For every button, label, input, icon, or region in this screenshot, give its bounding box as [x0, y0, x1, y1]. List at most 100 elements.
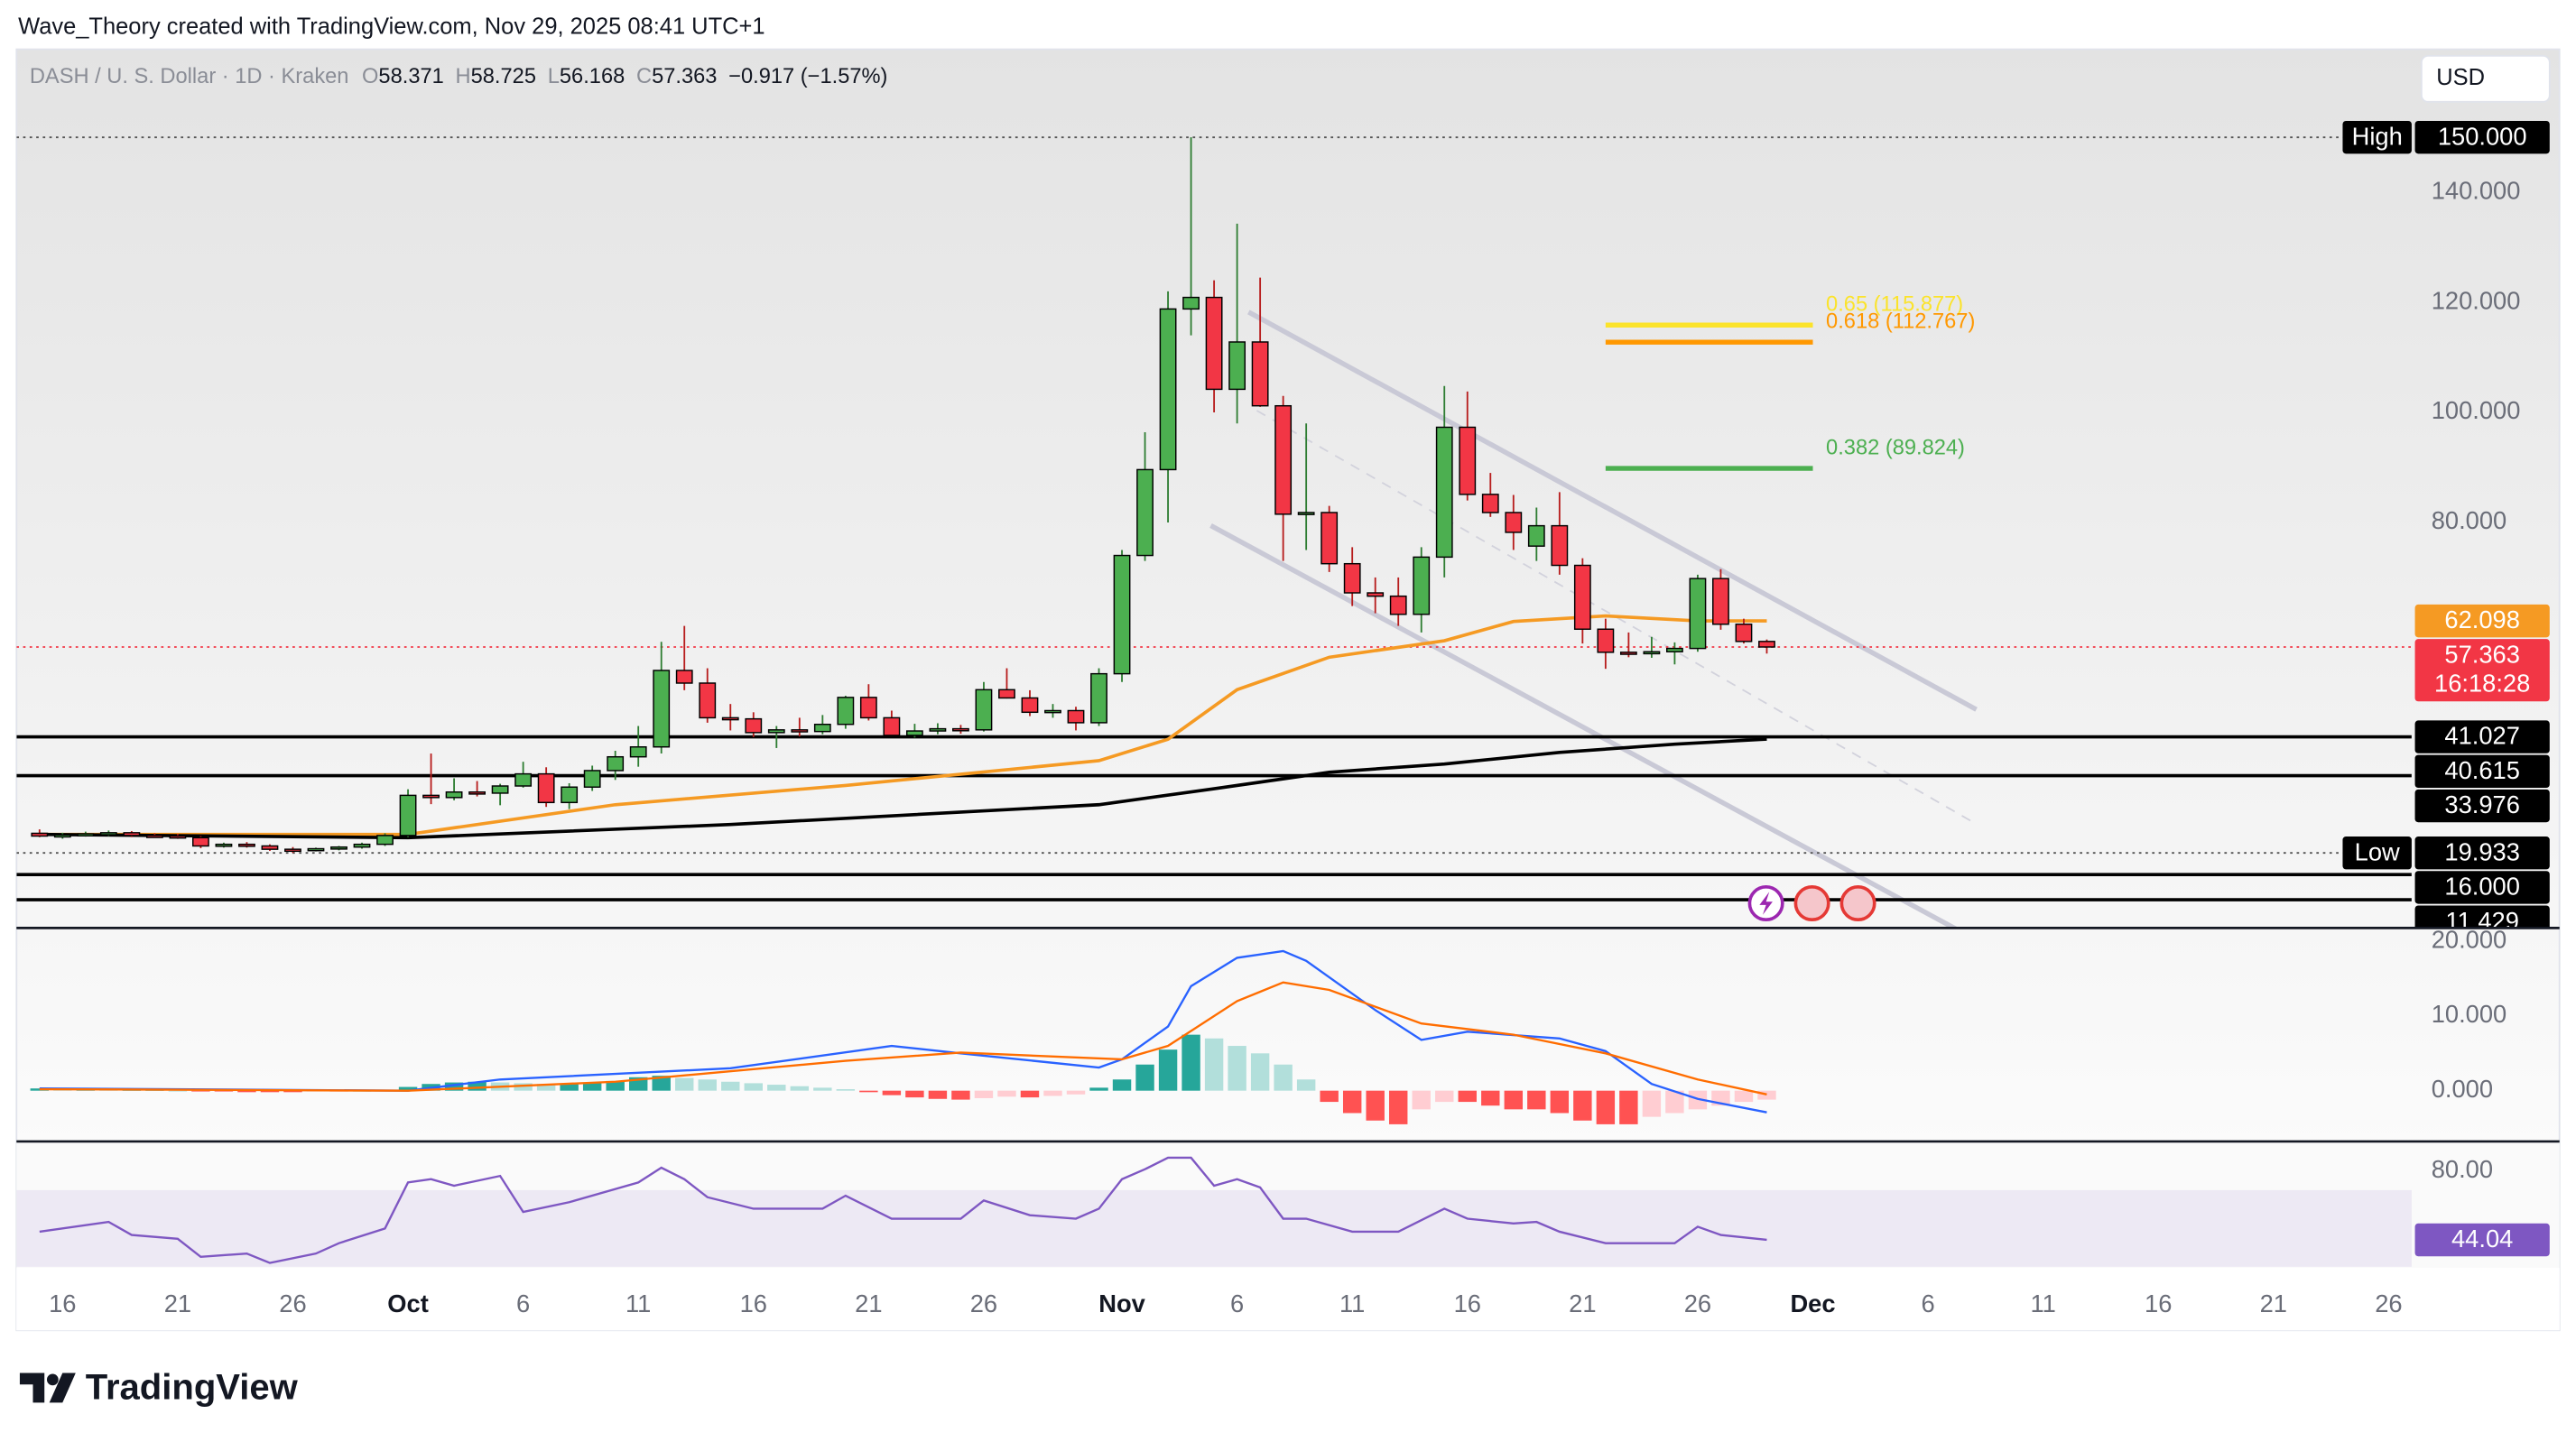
candle-body	[123, 832, 141, 837]
price-label-box	[2414, 639, 2550, 702]
indicator-line	[39, 1156, 1767, 1264]
event-icons	[1747, 885, 1876, 922]
histogram-bar	[468, 1081, 486, 1091]
candle-body	[353, 843, 371, 848]
candle-body	[376, 835, 394, 846]
histogram-bar	[1366, 1090, 1385, 1121]
histogram-bar	[1296, 1079, 1316, 1091]
histogram-bar	[560, 1084, 579, 1091]
symbol-legend: DASH / U. S. Dollar · 1D · Kraken O 58.37…	[30, 65, 888, 88]
fib-label: 0.618 (112.767)	[1826, 310, 1975, 334]
ohlc-key: L	[548, 65, 560, 88]
x-tick-label: 11	[2030, 1289, 2055, 1317]
candle-body	[1205, 296, 1223, 391]
chart-area	[15, 48, 2561, 1332]
x-tick-label: Dec	[1790, 1289, 1835, 1317]
candle-body	[537, 772, 555, 804]
candle-body	[307, 847, 325, 852]
x-tick-label: 26	[2375, 1289, 2402, 1317]
logo-text: TradingView	[86, 1367, 299, 1407]
y-tick-label: 10.000	[2432, 1000, 2507, 1028]
candle-body	[1182, 296, 1200, 310]
histogram-bar	[836, 1089, 856, 1091]
price-label: 11.429	[2414, 905, 2550, 935]
price-label-text: 11.429	[2445, 907, 2518, 935]
event-icon	[1839, 885, 1876, 922]
candle-body	[1573, 564, 1591, 630]
candle-body	[284, 848, 301, 853]
event-icon-glyph	[1759, 892, 1773, 915]
candle-body	[975, 689, 993, 731]
histogram-bar	[652, 1076, 671, 1091]
candle-body	[1067, 709, 1085, 724]
candle-body	[791, 729, 809, 733]
histogram-bar	[813, 1087, 832, 1091]
currency-button[interactable]: USD	[2420, 54, 2551, 103]
candle-body	[1481, 494, 1499, 513]
pane: 80.00	[16, 1155, 2493, 1267]
price-label-countdown: 16:18:28	[2434, 669, 2530, 697]
histogram-bar	[191, 1090, 210, 1092]
fib-label: 0.382 (89.824)	[1826, 436, 1965, 459]
ohlc-value: 58.725	[471, 65, 536, 88]
ohlc-key: C	[636, 65, 652, 88]
candle-body	[145, 835, 163, 838]
price-label: 44.04	[2414, 1223, 2550, 1257]
ohlc-value: 58.371	[378, 65, 443, 88]
currency[interactable]: USD	[2436, 65, 2485, 90]
price-label-box	[2414, 789, 2550, 823]
price-tag-box	[2342, 120, 2412, 154]
price-label: 41.027	[2414, 720, 2550, 753]
histogram-bar	[1089, 1087, 1108, 1091]
histogram-bar	[1757, 1090, 1776, 1100]
histogram-bar	[882, 1090, 902, 1095]
histogram-bar	[237, 1090, 256, 1093]
x-tick-label: Oct	[387, 1289, 429, 1317]
logo-mark	[49, 1373, 76, 1403]
price-tag-text: Low	[2355, 837, 2400, 865]
histogram-bar	[859, 1090, 878, 1093]
ohlc-change: −0.917 (−1.57%)	[728, 65, 887, 88]
pane: 0.000 10.000 20.000	[30, 925, 2507, 1124]
histogram-bar	[1734, 1090, 1754, 1103]
logo-mark	[19, 1373, 45, 1403]
histogram-bar	[1020, 1090, 1040, 1098]
indicator-line	[39, 981, 1767, 1095]
histogram-bar	[1135, 1064, 1154, 1091]
histogram-bar	[1550, 1090, 1570, 1114]
histogram-bar	[444, 1082, 464, 1091]
candle-body	[1343, 562, 1361, 594]
currency-box[interactable]	[2420, 54, 2551, 103]
histogram-bar	[1228, 1046, 1246, 1091]
price-label-text: 19.933	[2444, 837, 2520, 865]
histogram-bar	[1204, 1038, 1224, 1091]
histogram-bar	[1642, 1090, 1662, 1117]
candle-body	[653, 670, 671, 748]
y-tick-label: 20.000	[2432, 925, 2507, 953]
time-axis	[16, 1268, 2560, 1331]
candle-body	[1090, 672, 1107, 724]
candle-body	[1619, 652, 1637, 655]
price-label: 40.615	[2414, 754, 2550, 789]
histogram-bar	[1619, 1090, 1638, 1124]
histogram-bar	[398, 1086, 418, 1091]
candle-body	[1413, 556, 1431, 615]
histogram-bar	[744, 1083, 763, 1091]
candle-body	[767, 729, 785, 734]
histogram-bar	[514, 1083, 533, 1091]
price-tag-box	[2342, 837, 2412, 870]
candle-body	[1228, 341, 1246, 391]
candle-body	[1251, 341, 1269, 407]
histogram-bar	[1573, 1090, 1592, 1121]
histogram-bar	[1504, 1090, 1524, 1110]
x-tick-label: 16	[1454, 1289, 1481, 1317]
candle-body	[53, 834, 71, 838]
x-tick-label: 6	[1230, 1289, 1244, 1317]
candle-body	[905, 730, 923, 736]
rsi-band	[16, 1189, 2412, 1267]
histogram-bar	[675, 1077, 694, 1091]
histogram-bar	[168, 1090, 188, 1092]
candle-body	[721, 716, 739, 721]
histogram-bar	[790, 1086, 810, 1091]
histogram-bar	[1066, 1090, 1086, 1095]
